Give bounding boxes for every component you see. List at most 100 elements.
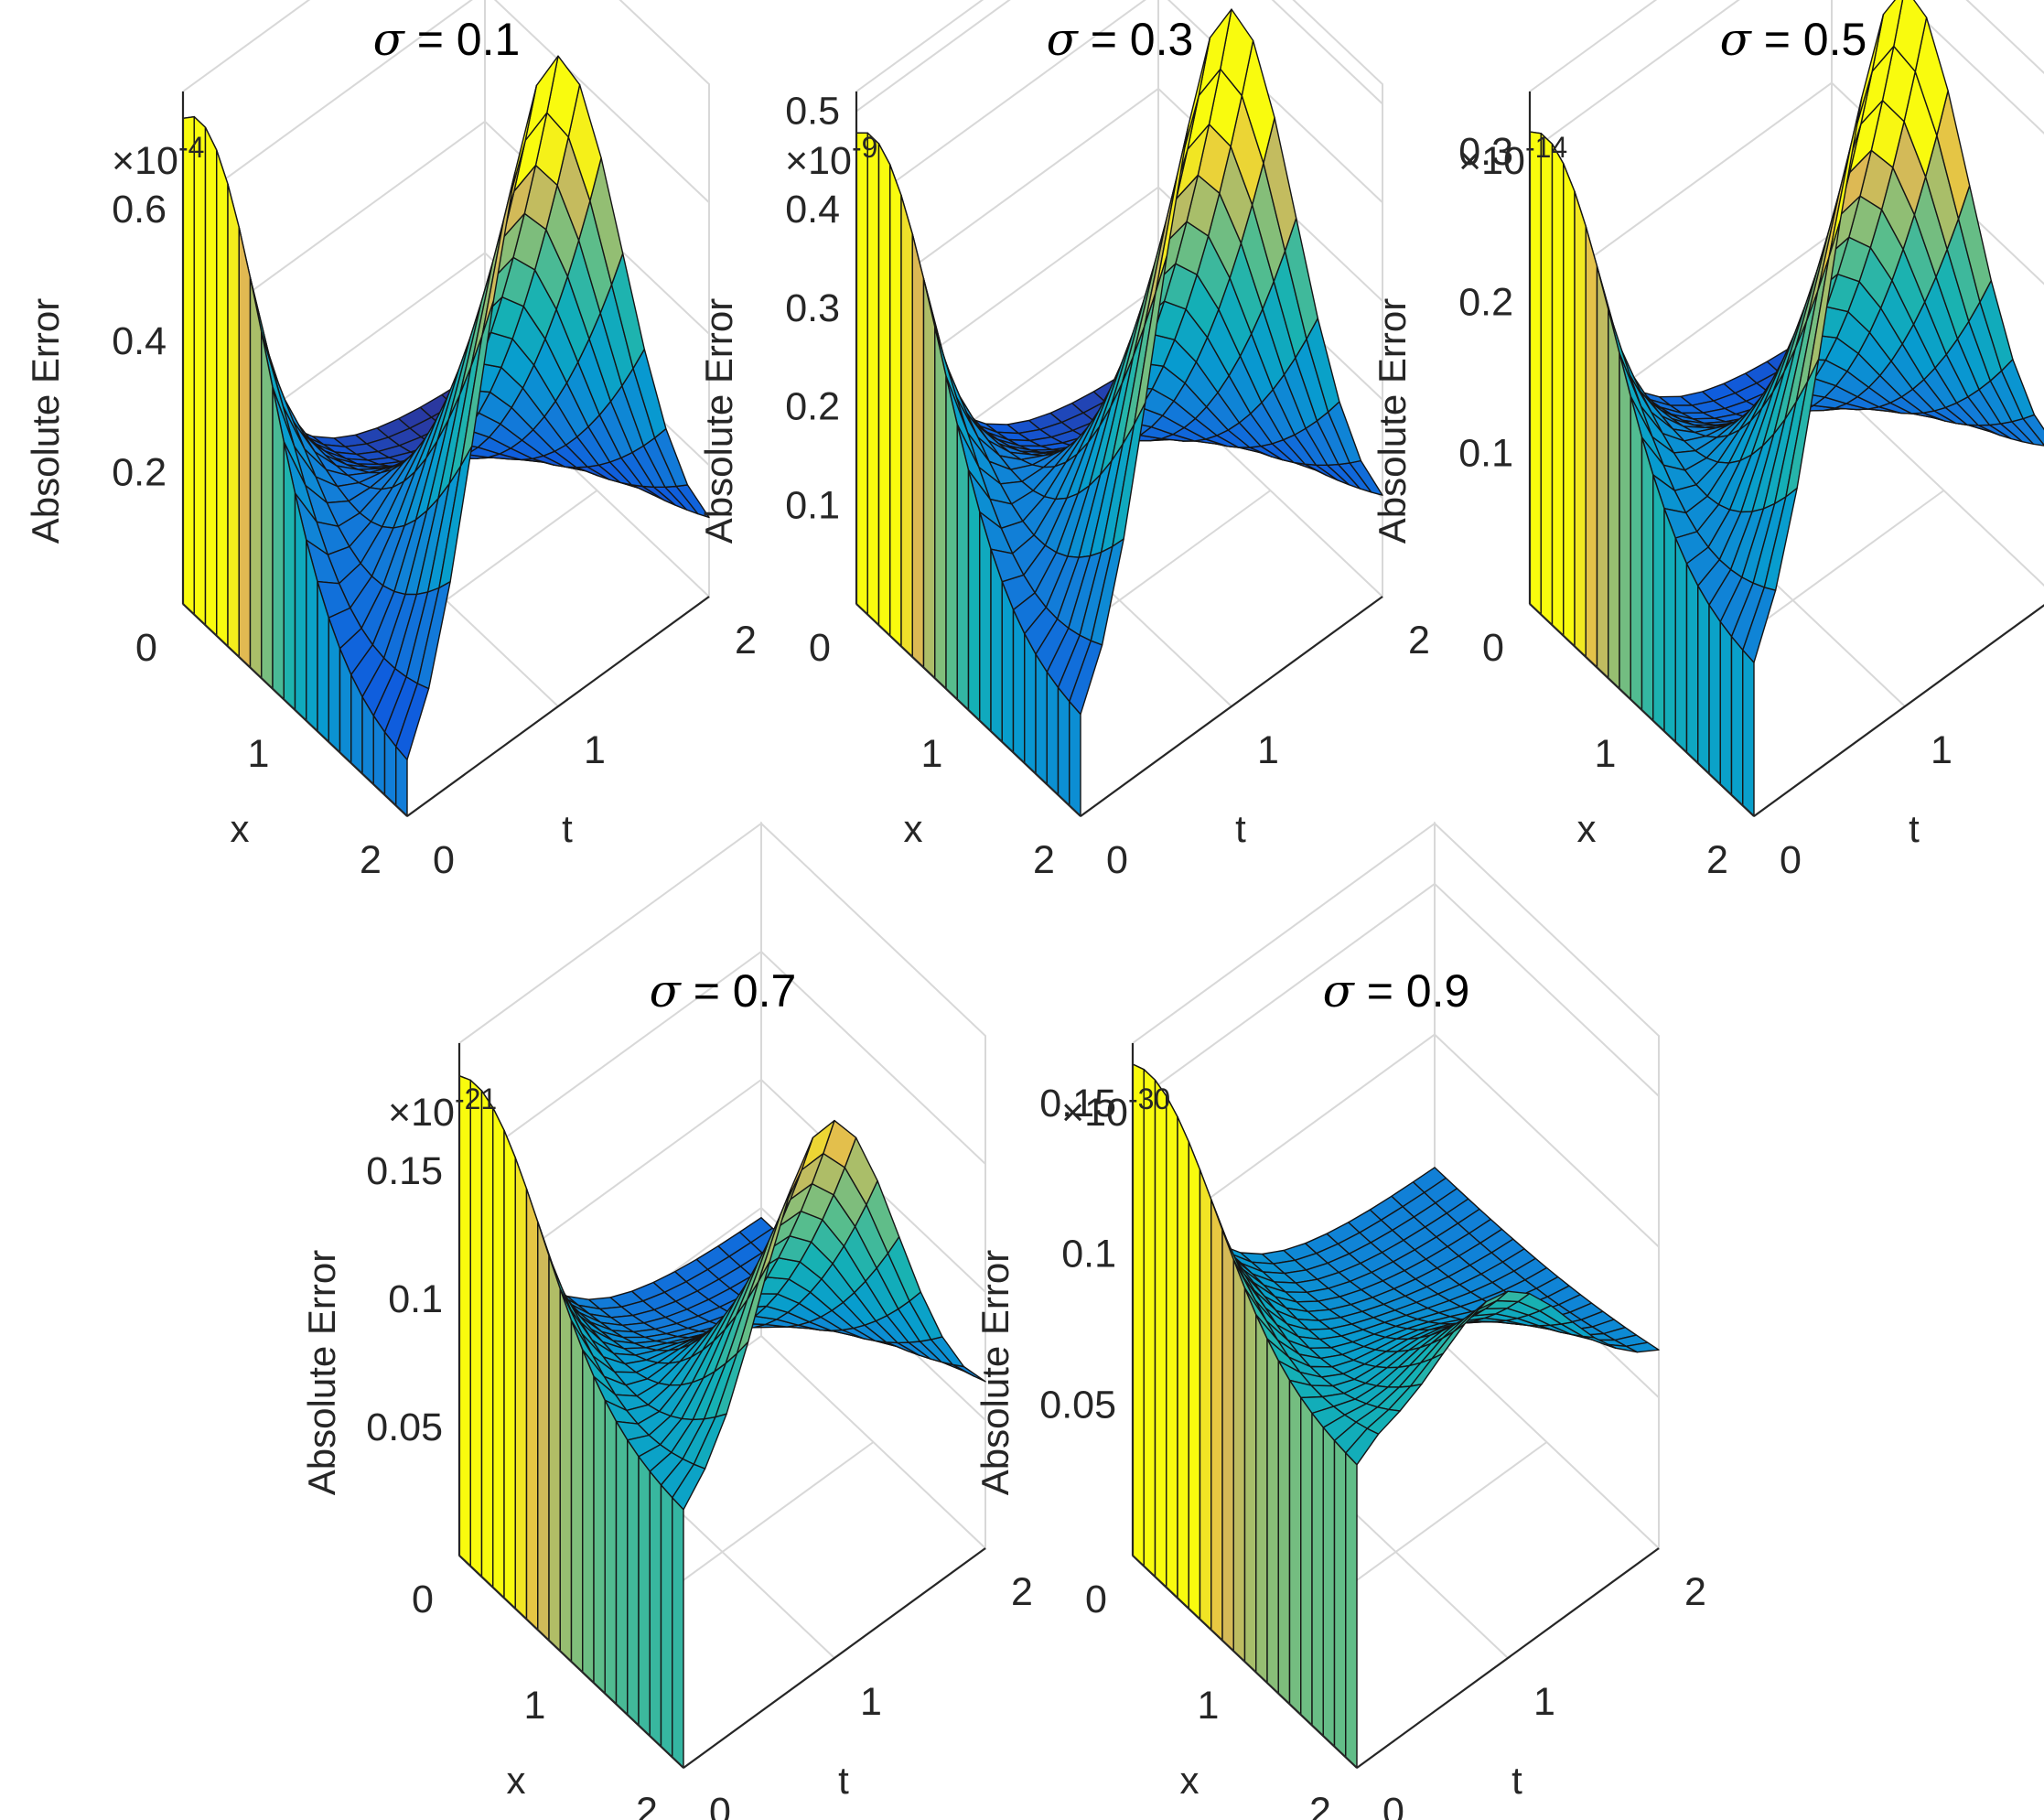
z-tick-label: 0.05 xyxy=(366,1405,443,1449)
surface-skirt xyxy=(615,1420,629,1716)
z-tick-label: 0.15 xyxy=(1039,1082,1116,1125)
back-wall-right xyxy=(1157,0,1383,599)
surface-skirt xyxy=(956,424,970,711)
x-axis-line xyxy=(182,603,408,817)
surface-skirt xyxy=(1574,190,1587,658)
chart-title: σ = 0.9 xyxy=(1323,964,1470,1018)
surface-skirt xyxy=(548,1255,561,1653)
back-wall-right xyxy=(484,0,710,599)
x-axis-label: x xyxy=(1180,1759,1200,1802)
z-tick-label: 0.2 xyxy=(1458,281,1513,325)
surface-skirt xyxy=(1345,1452,1358,1769)
x-tick-label: 0 xyxy=(1482,626,1504,670)
x-tick-label: 2 xyxy=(360,838,382,882)
z-tick-label: 0.2 xyxy=(112,450,167,494)
surface-skirt xyxy=(525,1188,539,1631)
surface-skirt xyxy=(866,132,880,626)
surface-skirt xyxy=(570,1319,584,1674)
tick-labels: 0.05 0.1 0.15 0 1 2 0 1 2 xyxy=(366,1149,1033,1820)
t-axis-label: t xyxy=(1511,1759,1522,1802)
surface-skirt xyxy=(1719,620,1733,796)
z-gridline xyxy=(458,1078,986,1300)
t-tick-label: 1 xyxy=(860,1680,882,1724)
subplot-sigma-0-3: σ = 0.3 ×10-9 Absolute Error x t 0.10.20… xyxy=(697,0,1430,882)
subplot-sigma-0-7: σ = 0.7 ×10-21 Absolute Error x t 0.050.… xyxy=(300,821,1033,1820)
surface-skirt xyxy=(1608,308,1620,690)
surface-skirt xyxy=(1596,265,1609,679)
surface-skirt xyxy=(1177,1115,1189,1610)
surface-skirt xyxy=(514,1157,528,1621)
chart-title: σ = 0.3 xyxy=(1047,13,1194,66)
surface-skirt xyxy=(1333,1439,1347,1759)
surface-skirt xyxy=(1012,608,1026,764)
t-tick-label: 1 xyxy=(1257,728,1279,772)
x-tick-label: 2 xyxy=(1706,838,1728,882)
surface-3d xyxy=(457,821,986,1769)
x-axis-line xyxy=(1529,603,1755,817)
t-axis-label: t xyxy=(1235,807,1246,850)
back-wall-right xyxy=(1831,0,2044,587)
z-tick-label: 0.3 xyxy=(1458,130,1513,174)
t-axis-line xyxy=(406,596,710,817)
x-tick-label: 2 xyxy=(1309,1790,1331,1820)
surface-skirt xyxy=(1132,1063,1145,1567)
t-axis-label: t xyxy=(1909,807,1920,850)
surface-3d xyxy=(1528,0,2044,817)
surface-3d xyxy=(1131,821,1660,1769)
surface-skirt xyxy=(1322,1427,1336,1748)
surface-skirt xyxy=(1311,1412,1324,1737)
z-axis-label: Absolute Error xyxy=(24,298,67,544)
surface-skirt xyxy=(182,115,195,616)
z-tick-label: 0.1 xyxy=(1061,1233,1116,1276)
t-axis-label: t xyxy=(562,807,573,850)
surface-3d xyxy=(855,0,1383,817)
surface-skirt xyxy=(855,132,868,616)
z-tick-label: 0.1 xyxy=(388,1277,443,1321)
surface-skirt xyxy=(1674,537,1688,754)
surface-skirt xyxy=(238,226,252,669)
z-tick-label: 0.2 xyxy=(785,385,840,429)
tick-labels: 0.2 0.4 0.6 0 1 2 0 1 2 xyxy=(112,188,757,882)
surface-skirt xyxy=(1143,1069,1156,1578)
t-axis-line xyxy=(1356,1547,1660,1769)
x-axis-label: x xyxy=(507,1759,526,1802)
surface-skirt xyxy=(593,1375,606,1695)
surface-skirt xyxy=(1243,1287,1257,1674)
surface-skirt xyxy=(1708,604,1721,785)
z-gridline xyxy=(1132,882,1660,1104)
z-exponent-label: ×10-9 xyxy=(785,131,877,183)
z-tick-label: 0.15 xyxy=(366,1149,443,1193)
surface-skirt xyxy=(1069,700,1081,817)
surface-skirt xyxy=(1024,632,1037,775)
surface-skirt xyxy=(877,143,891,637)
x-axis-label: x xyxy=(231,807,250,850)
surface-skirt xyxy=(660,1484,673,1759)
x-tick-label: 1 xyxy=(248,732,270,776)
chart-title: σ = 0.7 xyxy=(650,964,797,1018)
surface-skirt xyxy=(480,1090,494,1588)
chart-title: σ = 0.1 xyxy=(373,13,521,66)
x-tick-label: 0 xyxy=(412,1578,434,1621)
t-tick-label: 0 xyxy=(1106,838,1128,882)
tick-labels: 0.10.20.3012012 xyxy=(1458,130,1953,882)
t-tick-label: 0 xyxy=(1780,838,1802,882)
surface-skirt xyxy=(1232,1258,1246,1663)
z-tick-label: 0.6 xyxy=(112,188,167,232)
x-tick-label: 2 xyxy=(636,1790,658,1820)
surface-skirt xyxy=(911,233,925,669)
surface-3d xyxy=(181,0,710,817)
surface-skirt xyxy=(1166,1095,1178,1599)
surface-skirt xyxy=(1154,1079,1167,1588)
surface-skirt xyxy=(889,164,902,648)
surface-skirt xyxy=(204,126,218,637)
surface-skirt xyxy=(458,1075,471,1567)
z-gridline xyxy=(855,0,1383,113)
surface-skirt xyxy=(503,1129,516,1610)
t-tick-label: 2 xyxy=(1011,1570,1033,1614)
surface-skirt xyxy=(1730,636,1744,807)
x-tick-label: 1 xyxy=(1595,732,1617,776)
surface-skirt xyxy=(193,115,207,626)
surface-skirt xyxy=(990,548,1003,743)
z-gridline xyxy=(458,950,986,1172)
